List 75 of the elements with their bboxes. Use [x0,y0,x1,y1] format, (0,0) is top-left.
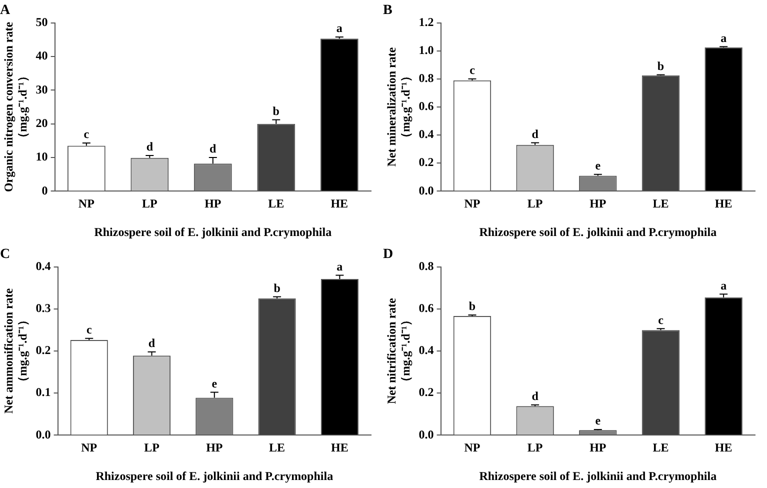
y-tick-label: 0.4 [36,258,51,273]
x-axis-title: Rhizospere soil of E. jolkinii and P.crymophila [94,224,332,239]
y-tick-label: 0.2 [418,385,434,400]
annotation: b [274,280,281,295]
annotation: c [658,312,664,327]
y-tick-label: 0.4 [418,127,434,142]
x-tick-label: HP [590,440,606,454]
y-tick-label: 0.3 [36,300,51,315]
chart-title: C [0,247,10,262]
chart-title: D [383,247,394,262]
y-tick-label: 10 [36,150,48,164]
annotation: c [470,63,476,78]
annotation: d [210,142,217,156]
x-tick-label: LP [527,196,543,210]
annotation: a [720,278,727,292]
annotation: a [336,21,342,36]
y-tick-label: 0.2 [36,343,51,358]
y-tick-label: 0.0 [36,427,51,442]
chart-title: B [383,3,392,18]
x-tick-label: LE [268,196,284,210]
x-tick-label: LP [527,440,543,454]
x-tick-label: LE [269,440,286,454]
y-tick-label: 20 [36,116,48,130]
annotation: d [532,388,539,403]
x-tick-label: HP [590,196,606,210]
x-axis-title: Rhizospere soil of E. jolkinii and P.crymophila [479,224,717,239]
x-tick-label: LE [652,440,669,454]
y-tick-label: 50 [36,14,48,29]
annotation: e [595,158,602,172]
y-tick-label: 0.2 [418,155,434,170]
y-axis-title: Net ammonification rate （mg.g⁻¹.d⁻¹） [1,288,30,414]
annotation: e [212,376,218,390]
x-tick-label: LE [652,196,669,210]
x-tick-label: NP [464,440,480,454]
annotation: a [336,259,343,274]
x-tick-label: LP [142,196,158,210]
annotation: c [84,127,90,142]
y-tick-label: 1.0 [418,42,434,57]
y-tick-label: 0.0 [418,427,434,442]
y-tick-label: 1.2 [418,14,434,29]
chart-title: A [0,3,11,18]
y-tick-label: 0.8 [418,258,434,273]
x-tick-label: HE [714,440,732,454]
y-axis-title: Organic nitrogen conversion rate （mg.g⁻¹.d⁻¹） [1,21,30,192]
annotation: e [595,414,602,428]
y-tick-label: 0.4 [418,343,434,358]
annotation: a [720,30,727,45]
x-tick-label: NP [81,440,98,454]
annotation: d [148,336,156,350]
annotation: d [146,140,154,154]
x-tick-label: HP [204,196,222,210]
y-tick-label: 0.1 [36,385,51,400]
annotation: d [532,126,539,141]
x-axis-title: Rhizospere soil of E. jolkinii and P.crymophila [479,468,717,483]
x-tick-label: NP [78,196,94,210]
x-tick-label: LP [144,440,160,454]
y-tick-label: 30 [36,82,48,96]
annotation: c [86,322,92,336]
annotation: b [468,299,476,314]
annotation: b [657,58,664,73]
x-tick-label: HE [331,440,348,454]
y-tick-label: 0.0 [418,183,434,198]
x-tick-label: HP [206,440,223,454]
y-axis-title: Net mineralization rate （mg.g⁻¹.d⁻¹） [384,46,413,167]
x-tick-label: NP [464,196,480,210]
x-tick-label: HE [714,196,732,210]
annotation: b [272,104,280,118]
y-tick-label: 0.8 [418,71,434,86]
y-tick-label: 40 [36,48,48,63]
x-tick-label: HE [330,196,348,210]
y-tick-label: 0.6 [418,99,434,114]
y-axis-title: Net nitrification rate （mg.g⁻¹.d⁻¹） [384,297,413,404]
y-tick-label: 0.6 [418,300,434,315]
x-axis-title: Rhizospere soil of E. jolkinii and P.crymophila [96,468,334,483]
y-tick-label: 0 [42,183,48,198]
